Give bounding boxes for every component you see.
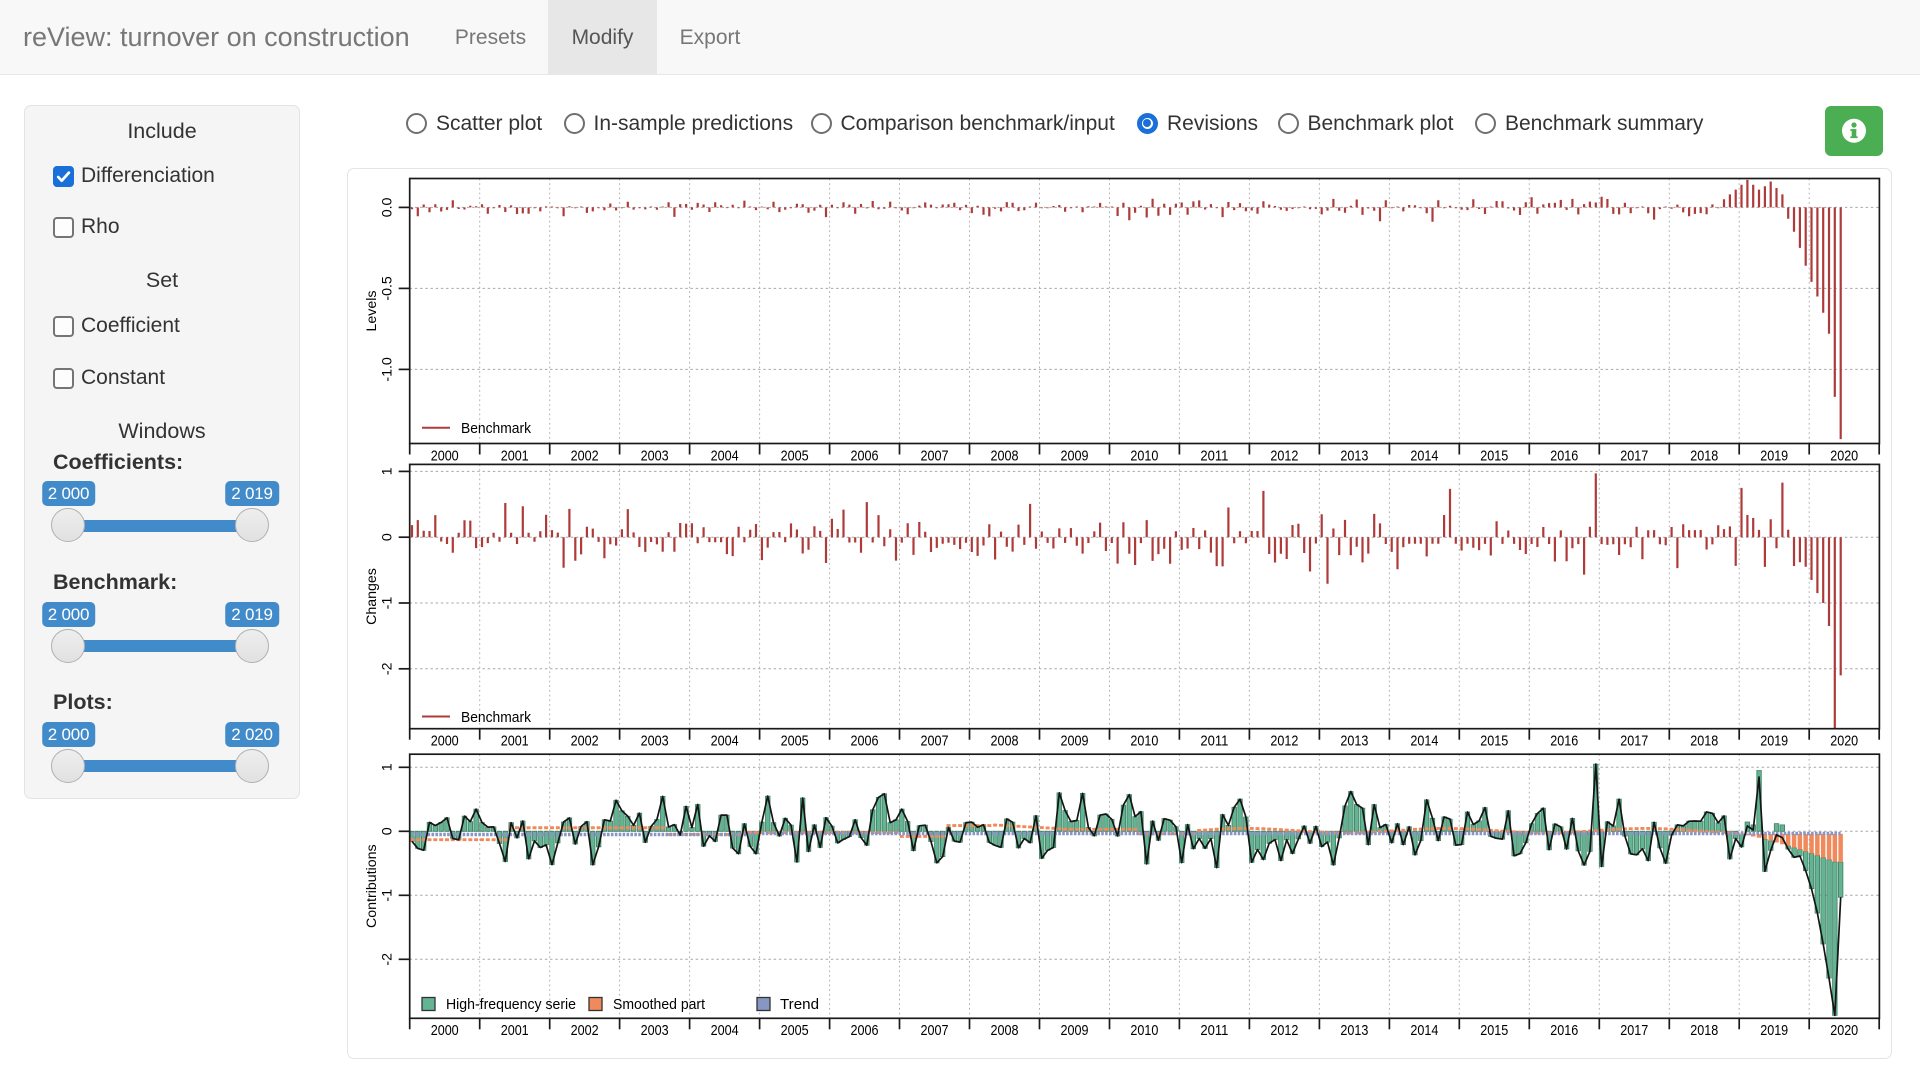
svg-text:2016: 2016: [1550, 734, 1578, 750]
svg-text:-1: -1: [380, 597, 396, 610]
svg-text:2001: 2001: [501, 734, 529, 750]
svg-text:2004: 2004: [711, 1023, 739, 1039]
svg-text:2008: 2008: [991, 734, 1019, 750]
svg-text:2015: 2015: [1480, 448, 1508, 464]
svg-text:Levels: Levels: [364, 290, 380, 331]
svg-text:Benchmark: Benchmark: [461, 421, 532, 437]
svg-text:2017: 2017: [1620, 1023, 1648, 1039]
svg-text:2008: 2008: [991, 448, 1019, 464]
svg-text:2019: 2019: [1760, 734, 1788, 750]
svg-text:2000: 2000: [431, 734, 459, 750]
svg-text:0: 0: [380, 533, 396, 541]
svg-text:2013: 2013: [1340, 734, 1368, 750]
svg-text:2014: 2014: [1410, 1023, 1438, 1039]
svg-text:2011: 2011: [1200, 448, 1228, 464]
svg-text:Changes: Changes: [364, 568, 380, 625]
svg-text:2020: 2020: [1830, 448, 1858, 464]
svg-text:0.0: 0.0: [380, 197, 396, 217]
svg-text:2006: 2006: [851, 1023, 879, 1039]
svg-text:Contributions: Contributions: [364, 844, 380, 928]
svg-text:2017: 2017: [1620, 448, 1648, 464]
svg-text:2002: 2002: [571, 448, 599, 464]
svg-text:2004: 2004: [711, 448, 739, 464]
svg-text:-1: -1: [380, 889, 396, 902]
svg-text:2007: 2007: [921, 448, 949, 464]
svg-text:2006: 2006: [851, 734, 879, 750]
svg-text:2005: 2005: [781, 1023, 809, 1039]
svg-text:2017: 2017: [1620, 734, 1648, 750]
svg-text:-2: -2: [380, 953, 396, 966]
svg-text:2003: 2003: [641, 448, 669, 464]
svg-text:2002: 2002: [571, 734, 599, 750]
svg-text:2013: 2013: [1340, 1023, 1368, 1039]
svg-text:2000: 2000: [431, 448, 459, 464]
svg-text:2007: 2007: [921, 734, 949, 750]
svg-text:2007: 2007: [921, 1023, 949, 1039]
svg-text:2011: 2011: [1200, 734, 1228, 750]
svg-text:-0.5: -0.5: [380, 276, 396, 301]
svg-text:2004: 2004: [711, 734, 739, 750]
svg-text:2010: 2010: [1130, 448, 1158, 464]
svg-text:2018: 2018: [1690, 448, 1718, 464]
svg-text:High-frequency serie: High-frequency serie: [446, 997, 576, 1013]
svg-text:2012: 2012: [1270, 734, 1298, 750]
svg-text:2020: 2020: [1830, 734, 1858, 750]
svg-text:2015: 2015: [1480, 734, 1508, 750]
svg-text:2005: 2005: [781, 734, 809, 750]
svg-text:Smoothed part: Smoothed part: [613, 997, 705, 1013]
svg-text:2001: 2001: [501, 448, 529, 464]
svg-text:2009: 2009: [1061, 1023, 1089, 1039]
svg-text:1: 1: [380, 467, 396, 475]
svg-text:2005: 2005: [781, 448, 809, 464]
svg-text:2008: 2008: [991, 1023, 1019, 1039]
svg-text:2013: 2013: [1340, 448, 1368, 464]
svg-text:2009: 2009: [1061, 734, 1089, 750]
svg-text:2012: 2012: [1270, 448, 1298, 464]
svg-text:-1.0: -1.0: [380, 357, 396, 382]
svg-text:2015: 2015: [1480, 1023, 1508, 1039]
svg-text:2012: 2012: [1270, 1023, 1298, 1039]
svg-text:2006: 2006: [851, 448, 879, 464]
svg-text:2019: 2019: [1760, 448, 1788, 464]
svg-text:0: 0: [380, 827, 396, 835]
svg-text:2000: 2000: [431, 1023, 459, 1039]
svg-text:2003: 2003: [641, 1023, 669, 1039]
svg-text:2014: 2014: [1410, 734, 1438, 750]
svg-text:1: 1: [380, 763, 396, 771]
svg-text:2014: 2014: [1410, 448, 1438, 464]
svg-text:-2: -2: [380, 662, 396, 675]
svg-text:2016: 2016: [1550, 448, 1578, 464]
svg-text:2020: 2020: [1830, 1023, 1858, 1039]
svg-text:2016: 2016: [1550, 1023, 1578, 1039]
svg-text:2019: 2019: [1760, 1023, 1788, 1039]
svg-text:2011: 2011: [1200, 1023, 1228, 1039]
svg-text:2018: 2018: [1690, 1023, 1718, 1039]
svg-text:2010: 2010: [1130, 734, 1158, 750]
svg-text:2003: 2003: [641, 734, 669, 750]
svg-text:2002: 2002: [571, 1023, 599, 1039]
svg-text:2001: 2001: [501, 1023, 529, 1039]
svg-text:Benchmark: Benchmark: [461, 710, 532, 726]
svg-text:2010: 2010: [1130, 1023, 1158, 1039]
svg-text:2018: 2018: [1690, 734, 1718, 750]
svg-text:2009: 2009: [1061, 448, 1089, 464]
svg-text:Trend: Trend: [780, 997, 819, 1013]
